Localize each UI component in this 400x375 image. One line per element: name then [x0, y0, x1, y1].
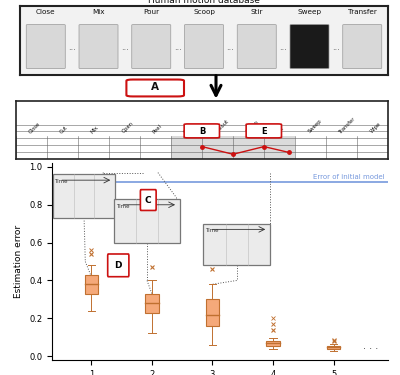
- Text: ...: ...: [174, 43, 182, 52]
- Text: Peel: Peel: [152, 123, 163, 134]
- Text: Time: Time: [116, 204, 129, 209]
- FancyBboxPatch shape: [237, 24, 276, 69]
- FancyBboxPatch shape: [184, 24, 224, 69]
- FancyBboxPatch shape: [203, 224, 270, 266]
- FancyBboxPatch shape: [140, 190, 156, 210]
- Text: Scoop: Scoop: [245, 120, 260, 134]
- Bar: [206, 299, 219, 326]
- Text: Sweep: Sweep: [298, 9, 322, 15]
- Text: C: C: [145, 195, 152, 204]
- Text: Mix: Mix: [90, 124, 100, 134]
- Bar: [145, 294, 158, 313]
- FancyBboxPatch shape: [132, 24, 171, 69]
- FancyBboxPatch shape: [184, 124, 220, 138]
- Bar: [327, 346, 340, 349]
- Text: Open: Open: [121, 121, 134, 134]
- FancyBboxPatch shape: [53, 174, 115, 218]
- Text: Cut: Cut: [59, 124, 69, 134]
- FancyBboxPatch shape: [290, 24, 329, 69]
- FancyBboxPatch shape: [114, 199, 180, 243]
- Text: Transfer: Transfer: [348, 9, 377, 15]
- Text: Mix: Mix: [92, 9, 105, 15]
- FancyBboxPatch shape: [246, 124, 282, 138]
- Text: E: E: [261, 127, 267, 136]
- Text: Time: Time: [204, 228, 218, 233]
- FancyBboxPatch shape: [126, 80, 184, 96]
- Text: Close: Close: [36, 9, 56, 15]
- Text: Time: Time: [54, 179, 68, 184]
- Text: ...: ...: [279, 43, 287, 52]
- FancyBboxPatch shape: [108, 254, 129, 277]
- Text: Pour: Pour: [183, 123, 195, 134]
- Text: Scoop: Scoop: [193, 9, 215, 15]
- Text: Stir: Stir: [250, 9, 263, 15]
- Text: ...: ...: [332, 43, 340, 52]
- Text: Rollout: Rollout: [214, 118, 230, 134]
- Y-axis label: Estimation error: Estimation error: [14, 225, 24, 298]
- Bar: [85, 275, 98, 294]
- Text: Error of initial model: Error of initial model: [313, 174, 385, 180]
- Text: Pour: Pour: [143, 9, 159, 15]
- Text: A: A: [151, 82, 159, 92]
- Bar: [266, 341, 280, 346]
- Text: . . .: . . .: [364, 341, 379, 351]
- Text: Sweep: Sweep: [307, 118, 323, 134]
- Text: Transfer: Transfer: [338, 116, 357, 134]
- Text: Stir: Stir: [276, 124, 286, 134]
- Text: Wipe: Wipe: [369, 122, 382, 134]
- FancyBboxPatch shape: [79, 24, 118, 69]
- Text: ...: ...: [226, 43, 234, 52]
- Text: B: B: [199, 127, 205, 136]
- Text: ...: ...: [121, 43, 129, 52]
- Text: Close: Close: [28, 121, 42, 134]
- Text: ...: ...: [68, 43, 76, 52]
- FancyBboxPatch shape: [343, 24, 382, 69]
- FancyBboxPatch shape: [26, 24, 65, 69]
- Text: D: D: [114, 261, 122, 270]
- Bar: [171, 136, 295, 159]
- Title: Human motion database: Human motion database: [148, 0, 260, 5]
